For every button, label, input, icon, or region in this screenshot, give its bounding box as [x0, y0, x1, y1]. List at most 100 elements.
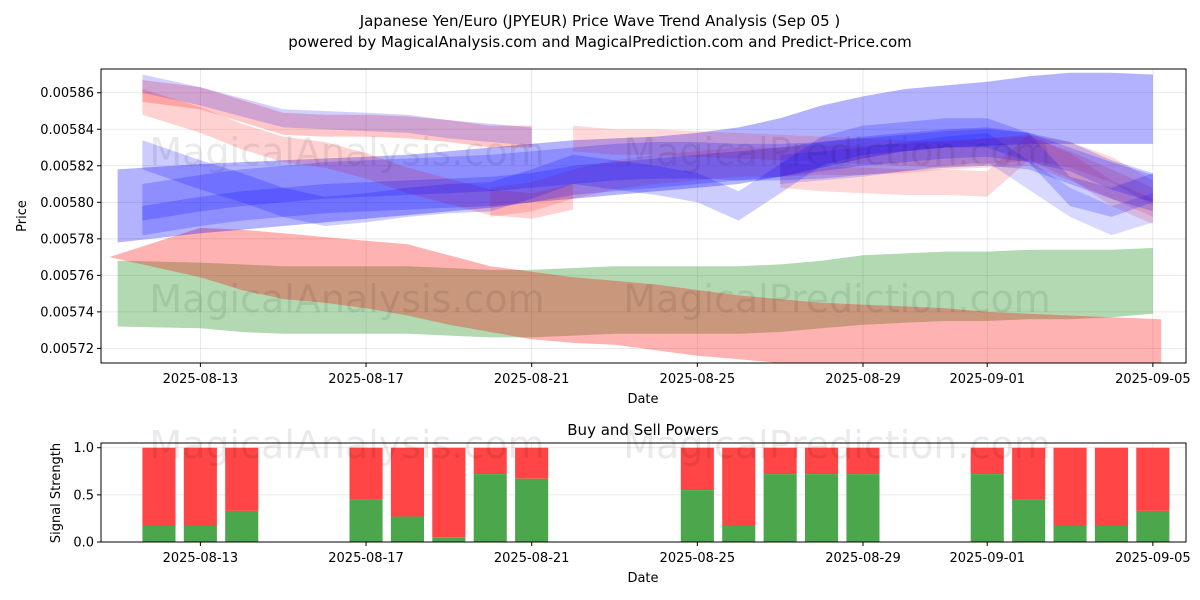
price-x-tick-label: 2025-09-05: [1115, 372, 1191, 387]
buy-bar: [763, 474, 797, 542]
price-watermarks: MagicalAnalysis.com MagicalPrediction.co…: [149, 130, 1050, 321]
signal-x-tick-label: 2025-08-21: [494, 551, 570, 566]
price-y-label: Price: [15, 200, 30, 232]
price-bands: [109, 72, 1162, 363]
signal-axes-frame: [100, 442, 1187, 543]
sell-bar: [515, 447, 549, 479]
blue-wave-9: [780, 132, 1153, 236]
sell-bar: [390, 447, 424, 517]
price-y-tick-label: 0.00586: [40, 86, 94, 101]
price-y-ticks: 0.00572 0.00574 0.00576 0.00578 0.00580 0.005…: [40, 86, 101, 357]
buy-bar: [680, 490, 714, 542]
sell-bar: [1053, 447, 1087, 526]
sell-bar: [680, 447, 714, 491]
buy-bar: [1136, 510, 1170, 542]
buy-bar: [846, 474, 880, 542]
sell-bar: [432, 447, 466, 538]
sell-bar: [473, 447, 507, 475]
buy-bar: [473, 474, 507, 542]
signal-x-tick-label: 2025-08-29: [825, 551, 901, 566]
price-y-tick-label: 0.00582: [40, 159, 94, 174]
sell-bar: [142, 447, 176, 526]
price-x-tick-label: 2025-08-17: [328, 372, 404, 387]
blue-wave-7: [142, 118, 1153, 226]
chart-title-line1: Japanese Yen/Euro (JPYEUR) Price Wave Tr…: [359, 12, 841, 30]
sell-bar: [349, 447, 383, 500]
buy-bar: [142, 526, 176, 542]
signal-x-label: Date: [627, 571, 658, 586]
sell-bar: [970, 447, 1004, 475]
signal-watermarks: MagicalAnalysis.com MagicalPrediction.co…: [149, 423, 1050, 467]
buy-bar: [225, 510, 259, 542]
red-wave-0: [142, 80, 532, 148]
buy-bar: [1012, 499, 1046, 542]
buy-bar: [1094, 526, 1128, 542]
buy-bar: [805, 474, 839, 542]
buy-bar: [515, 478, 549, 542]
price-y-tick-label: 0.00578: [40, 232, 94, 247]
price-x-tick-label: 2025-08-21: [494, 372, 570, 387]
signal-bars: [142, 447, 1170, 542]
price-x-label: Date: [627, 392, 658, 407]
price-y-tick-label: 0.00572: [40, 342, 94, 357]
price-x-tick-label: 2025-08-25: [660, 372, 736, 387]
signal-x-tick-label: 2025-08-17: [328, 551, 404, 566]
red-forecast-band: [109, 227, 1162, 363]
sell-bar: [805, 447, 839, 475]
signal-title: Buy and Sell Powers: [567, 421, 719, 439]
sell-bar: [225, 447, 259, 511]
price-grid: [101, 69, 1186, 363]
blue-wave-6: [142, 129, 1153, 221]
watermark-prediction-bottom: MagicalPrediction.com: [623, 423, 1051, 467]
price-y-tick-label: 0.00580: [40, 196, 94, 211]
watermark-analysis-mid: MagicalAnalysis.com: [149, 277, 544, 321]
price-x-tick-label: 2025-08-13: [163, 372, 239, 387]
red-wave-4: [780, 134, 1153, 225]
sell-bar: [1094, 447, 1128, 526]
blue-forecast-band: [117, 72, 1153, 243]
price-y-tick-label: 0.00584: [40, 123, 94, 138]
buy-bar: [432, 537, 466, 542]
price-panel: MagicalAnalysis.com MagicalPrediction.co…: [15, 68, 1191, 407]
buy-bar: [183, 526, 217, 542]
price-waves: [142, 74, 1153, 236]
red-wave-2: [490, 136, 1153, 217]
watermark-analysis-bottom: MagicalAnalysis.com: [149, 423, 544, 467]
watermark-prediction-top: MagicalPrediction.com: [623, 130, 1051, 174]
sell-bar: [183, 447, 217, 526]
price-y-tick-label: 0.00574: [40, 305, 94, 320]
sell-bar: [722, 447, 756, 526]
sell-bar: [763, 447, 797, 475]
signal-y-tick-label: 0.0: [73, 536, 94, 551]
price-x-ticks: 2025-08-13 2025-08-17 2025-08-21 2025-08-25…: [163, 363, 1191, 387]
signal-y-tick-label: 0.5: [73, 488, 94, 503]
signal-x-tick-label: 2025-09-01: [949, 551, 1025, 566]
signal-x-tick-label: 2025-09-05: [1115, 551, 1191, 566]
red-wave-1: [142, 89, 574, 219]
signal-x-ticks: 2025-08-13 2025-08-17 2025-08-21 2025-08-25…: [163, 542, 1191, 566]
signal-y-tick-label: 1.0: [73, 441, 94, 456]
buy-bar: [722, 526, 756, 542]
watermark-analysis-top: MagicalAnalysis.com: [149, 130, 544, 174]
price-x-tick-label: 2025-08-29: [825, 372, 901, 387]
blue-wave-5: [142, 74, 532, 146]
signal-panel: Buy and Sell Powers MagicalAnalysis.com …: [49, 421, 1191, 586]
price-y-tick-label: 0.00576: [40, 269, 94, 284]
signal-x-tick-label: 2025-08-13: [163, 551, 239, 566]
price-axes-frame: [100, 68, 1187, 364]
blue-wave-8: [142, 127, 1153, 236]
buy-bar: [390, 516, 424, 542]
watermark-prediction-mid: MagicalPrediction.com: [623, 277, 1051, 321]
buy-bar: [1053, 526, 1087, 542]
buy-bar: [970, 474, 1004, 542]
chart-title-line2: powered by MagicalAnalysis.com and Magic…: [288, 33, 912, 51]
price-x-tick-label: 2025-09-01: [949, 372, 1025, 387]
signal-y-ticks: 0.0 0.5 1.0: [73, 441, 101, 551]
sell-bar: [846, 447, 880, 475]
sell-bar: [1012, 447, 1046, 500]
signal-y-label: Signal Strength: [49, 443, 64, 543]
sell-bar: [1136, 447, 1170, 511]
buy-bar: [349, 499, 383, 542]
red-wave-3: [573, 125, 1153, 206]
